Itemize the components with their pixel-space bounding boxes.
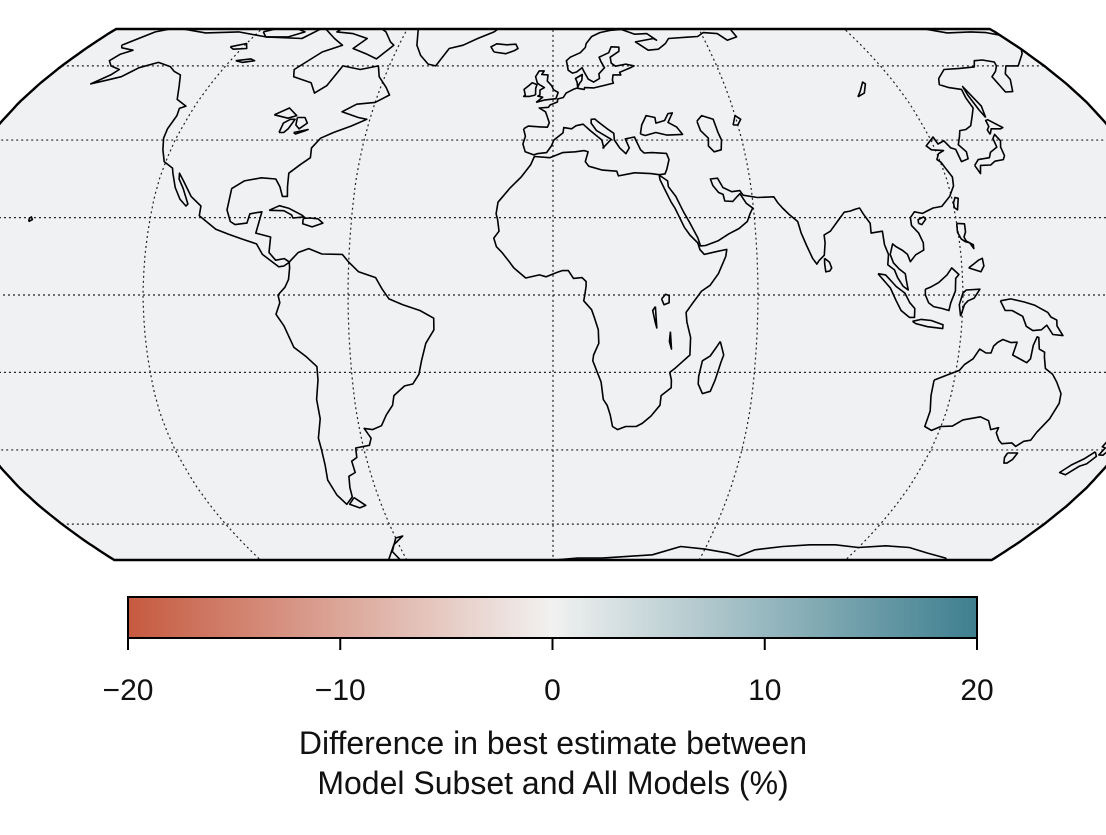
meridian-line bbox=[661, 29, 759, 560]
coastline bbox=[268, 204, 305, 219]
colorbar-tick-label: 0 bbox=[544, 674, 561, 707]
coastline bbox=[1098, 428, 1106, 456]
coastline bbox=[229, 42, 248, 50]
coastline bbox=[1058, 451, 1098, 476]
coastline bbox=[27, 216, 34, 223]
coastline bbox=[522, 82, 538, 98]
coastline bbox=[952, 196, 959, 211]
coastline bbox=[857, 81, 867, 98]
coastline bbox=[732, 114, 742, 126]
coastline bbox=[639, 112, 684, 137]
coastline bbox=[293, 128, 309, 135]
coastlines bbox=[27, 0, 1106, 560]
coastline bbox=[823, 257, 833, 273]
coastline bbox=[235, 58, 256, 64]
coastline bbox=[1003, 452, 1019, 464]
coastline bbox=[336, 29, 395, 60]
coastline bbox=[984, 118, 1004, 135]
meridian-line bbox=[347, 29, 445, 560]
coastline bbox=[660, 293, 670, 306]
colorbar-ticks: −20 −10 0 10 20 bbox=[103, 638, 994, 707]
coastline bbox=[534, 70, 559, 104]
coastline bbox=[90, 29, 391, 268]
colorbar: −20 −10 0 10 20 Difference in best estimate … bbox=[103, 596, 994, 801]
coastline bbox=[490, 43, 519, 55]
coastline bbox=[958, 288, 981, 317]
coastline bbox=[974, 133, 1006, 175]
map-border bbox=[0, 27, 1106, 562]
colorbar-tick-label: −10 bbox=[315, 674, 366, 707]
coastline bbox=[651, 306, 658, 329]
colorbar-tick-label: 10 bbox=[748, 674, 781, 707]
colorbar-gradient bbox=[127, 596, 978, 639]
coastline bbox=[295, 116, 309, 130]
coastline bbox=[961, 85, 987, 119]
coastline bbox=[265, 11, 332, 26]
colorbar-label-line1: Difference in best estimate between bbox=[299, 725, 807, 761]
coastline bbox=[924, 336, 1062, 448]
coastline bbox=[697, 340, 725, 395]
coastline bbox=[668, 331, 673, 350]
coastline bbox=[877, 272, 916, 319]
coastline bbox=[917, 216, 927, 226]
colorbar-tick-label: 20 bbox=[960, 674, 993, 707]
coastline bbox=[348, 496, 367, 509]
colorbar-label-line2: Model Subset and All Models (%) bbox=[317, 765, 788, 801]
coastline bbox=[197, 535, 947, 560]
coastline bbox=[275, 247, 435, 506]
coastline bbox=[361, 0, 425, 12]
coastline bbox=[278, 118, 296, 134]
coastline bbox=[577, 1, 611, 11]
coastline bbox=[999, 298, 1064, 337]
coastline bbox=[301, 217, 324, 228]
colorbar-tick-label: −20 bbox=[103, 674, 154, 707]
coastline bbox=[392, 29, 514, 67]
coastline bbox=[273, 107, 298, 119]
coastline bbox=[955, 222, 975, 250]
coastline bbox=[262, 29, 306, 38]
coastline bbox=[924, 267, 960, 312]
coastline bbox=[968, 257, 985, 273]
coastline bbox=[493, 29, 1023, 431]
coastline bbox=[912, 318, 944, 330]
world-map bbox=[0, 0, 1106, 562]
coastline bbox=[677, 29, 706, 30]
coastline bbox=[696, 114, 723, 153]
